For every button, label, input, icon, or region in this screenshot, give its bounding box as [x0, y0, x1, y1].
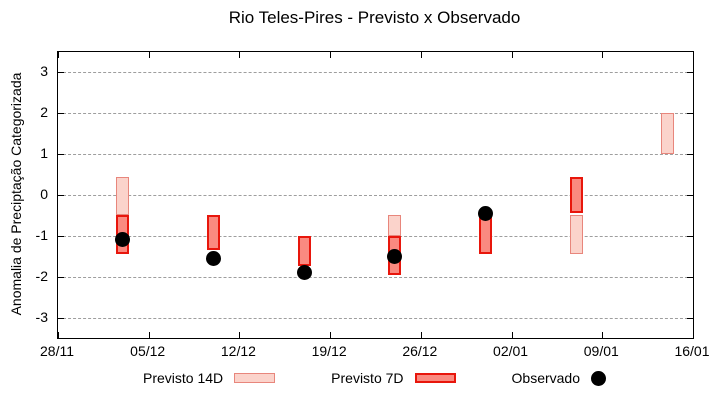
- x-axis-tick: [602, 332, 604, 338]
- x-axis-tick: [511, 52, 513, 58]
- observado-dot: [387, 248, 403, 264]
- y-axis-tick: [687, 235, 693, 237]
- gridline: [58, 113, 693, 115]
- y-tick-label: -3: [35, 308, 48, 325]
- legend-item-observado: Observado: [512, 370, 606, 386]
- previsto-7d-bar: [207, 215, 220, 251]
- y-axis-tick: [58, 154, 64, 156]
- x-tick-label: 19/12: [311, 343, 347, 359]
- gridline: [58, 235, 693, 237]
- y-axis-tick: [687, 72, 693, 74]
- x-axis-tick: [239, 52, 241, 58]
- x-axis-tick: [239, 332, 241, 338]
- x-axis-tick: [420, 52, 422, 58]
- y-axis-tick: [687, 276, 693, 278]
- x-axis-tick: [511, 332, 513, 338]
- gridline: [58, 154, 693, 156]
- observado-dot: [478, 205, 494, 221]
- observado-dot-icon: [591, 370, 606, 386]
- x-axis-tick: [693, 52, 694, 58]
- y-tick-label: 1: [40, 145, 48, 162]
- x-tick-label: 09/01: [583, 343, 619, 359]
- x-tick-label: 26/12: [402, 343, 438, 359]
- x-axis-tick: [58, 52, 59, 58]
- legend-label-previsto-14d: Previsto 14D: [143, 370, 224, 386]
- x-axis-tick: [330, 52, 332, 58]
- gridline: [58, 72, 693, 74]
- x-tick-label: 28/11: [40, 343, 74, 359]
- legend-item-previsto-14d: Previsto 14D: [143, 370, 276, 386]
- previsto-14d-bar: [388, 215, 402, 236]
- observado-dot: [206, 250, 221, 266]
- y-axis-tick: [58, 195, 64, 196]
- x-tick-label: 02/01: [493, 343, 529, 359]
- legend: Previsto 14D Previsto 7D Observado: [57, 370, 692, 386]
- y-axis-tick: [687, 113, 693, 115]
- x-axis-tick: [330, 332, 332, 338]
- y-tick-label: -2: [35, 267, 48, 284]
- previsto-7d-swatch-icon: [414, 373, 456, 383]
- x-axis-tick: [693, 332, 694, 338]
- legend-label-observado: Observado: [511, 370, 580, 386]
- y-axis-tick: [687, 195, 693, 196]
- x-tick-label: 16/01: [674, 343, 710, 359]
- y-axis-tick: [58, 235, 64, 237]
- observado-dot: [115, 232, 131, 248]
- y-axis-tick: [58, 317, 64, 319]
- y-axis-tick: [58, 72, 64, 74]
- previsto-14d-bar: [660, 113, 674, 155]
- y-axis-tick: [58, 113, 64, 115]
- previsto-7d-bar: [297, 235, 311, 267]
- observado-dot: [296, 265, 312, 281]
- y-tick-label: 0: [40, 186, 48, 202]
- gridline: [58, 276, 693, 278]
- previsto-7d-bar: [479, 215, 493, 255]
- y-axis-tick: [58, 276, 64, 278]
- legend-item-previsto-7d: Previsto 7D: [331, 370, 456, 386]
- y-axis-tick: [687, 317, 693, 319]
- legend-label-previsto-7d: Previsto 7D: [331, 370, 404, 386]
- x-axis-tick: [58, 332, 59, 338]
- x-tick-label: 12/12: [220, 343, 256, 359]
- x-axis-tick: [148, 332, 150, 338]
- x-axis-tick: [602, 52, 604, 58]
- previsto-14d-swatch-icon: [234, 373, 276, 383]
- previsto-14d-bar: [116, 176, 130, 216]
- x-axis-tick: [420, 332, 422, 338]
- gridline: [58, 195, 693, 196]
- previsto-7d-bar: [569, 176, 583, 214]
- chart-title: Rio Teles-Pires - Previsto x Observado: [228, 8, 521, 27]
- y-axis-tick: [687, 154, 693, 156]
- x-axis-tick: [148, 52, 150, 58]
- gridline: [58, 317, 693, 319]
- y-tick-label: 3: [40, 63, 48, 80]
- y-tick-label: -1: [35, 226, 48, 243]
- x-tick-label: 05/12: [130, 343, 166, 359]
- previsto-14d-bar: [569, 215, 583, 255]
- plot-area: [57, 51, 694, 339]
- y-tick-label: 2: [40, 104, 48, 121]
